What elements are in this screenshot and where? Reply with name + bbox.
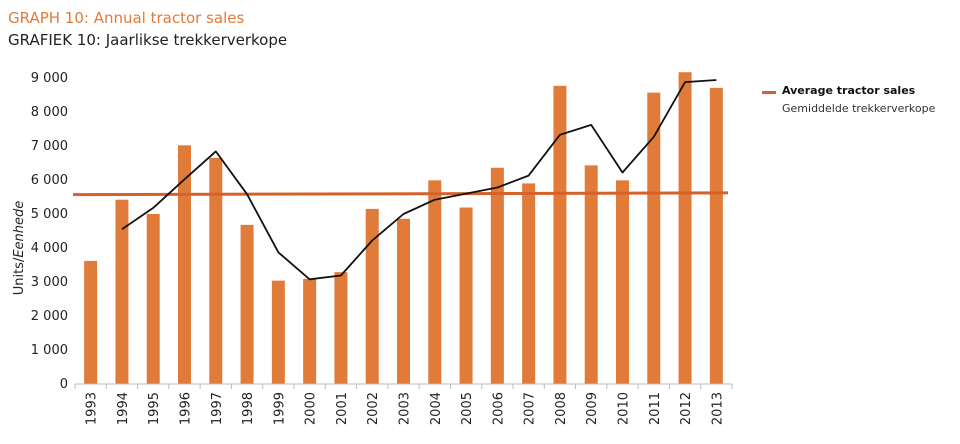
bar-1994 bbox=[115, 199, 129, 384]
legend-average-title: Average tractor sales bbox=[782, 84, 916, 97]
bars bbox=[84, 72, 723, 385]
x-tick-label: 2005 bbox=[460, 392, 475, 425]
x-tick-label: 2008 bbox=[554, 392, 569, 425]
x-tick-label: 2012 bbox=[679, 392, 694, 425]
x-tick-label: 2002 bbox=[366, 392, 381, 425]
y-axis-label-eenhede: Eenhede bbox=[12, 201, 27, 258]
bar-2009 bbox=[584, 165, 598, 384]
x-tick-label: 2000 bbox=[304, 392, 319, 425]
bar-2010 bbox=[616, 180, 629, 384]
lines bbox=[72, 79, 729, 281]
bar-2013 bbox=[709, 87, 723, 385]
y-tick-label: 7 000 bbox=[31, 139, 68, 154]
y-tick-label: 3 000 bbox=[31, 275, 68, 290]
x-tick-label: 2013 bbox=[710, 392, 725, 425]
legend-average-swatch bbox=[762, 91, 776, 94]
bar-2000 bbox=[303, 278, 317, 384]
y-tick-label: 0 bbox=[60, 377, 68, 392]
y-axis: 0 1 000 2 000 3 000 4 000 5 000 6 000 7 000 8 00… bbox=[31, 71, 68, 392]
bar-2007 bbox=[522, 183, 536, 384]
bar-2004 bbox=[428, 180, 442, 384]
bar-1993 bbox=[84, 260, 98, 384]
bar-1998 bbox=[240, 224, 254, 384]
x-tick-label: 1995 bbox=[147, 392, 162, 425]
x-tick-label: 2009 bbox=[585, 392, 600, 425]
bar-1995 bbox=[146, 214, 160, 384]
y-tick-label: 9 000 bbox=[31, 71, 68, 86]
x-tick-label: 1997 bbox=[210, 392, 225, 425]
bar-2012 bbox=[678, 72, 692, 384]
x-tick-label: 2006 bbox=[491, 392, 506, 425]
x-tick-label: 2004 bbox=[429, 392, 444, 425]
chart-title-english: GRAPH 10: Annual tractor sales bbox=[8, 9, 245, 27]
chart-title-afrikaans: GRAFIEK 10: Jaarlikse trekkerverkope bbox=[8, 31, 288, 49]
trend-line bbox=[121, 79, 717, 281]
bar-2006 bbox=[490, 167, 504, 384]
y-tick-label: 6 000 bbox=[31, 173, 68, 188]
bar-2011 bbox=[647, 92, 661, 385]
y-tick-label: 1 000 bbox=[31, 343, 68, 358]
x-tick-label: 2001 bbox=[335, 392, 350, 425]
bar-1999 bbox=[271, 280, 285, 384]
y-tick-label: 4 000 bbox=[31, 241, 68, 256]
x-axis: 1993 1994 1995 1996 1997 1998 1999 2000 2001 2002… bbox=[74, 383, 733, 425]
bar-1996 bbox=[178, 145, 191, 384]
bar-1997 bbox=[209, 157, 223, 384]
y-tick-label: 5 000 bbox=[31, 207, 68, 222]
y-axis-label-units: Units/ bbox=[12, 257, 27, 295]
y-tick-label: 8 000 bbox=[31, 105, 68, 120]
x-tick-label: 1993 bbox=[85, 392, 100, 425]
bar-2008 bbox=[553, 85, 567, 384]
y-tick-label: 2 000 bbox=[31, 309, 68, 324]
bar-2003 bbox=[397, 218, 410, 384]
x-tick-label: 1998 bbox=[241, 392, 256, 425]
bar-2001 bbox=[334, 272, 348, 384]
bar-2002 bbox=[365, 208, 379, 384]
average-line bbox=[72, 191, 729, 197]
x-tick-label: 2003 bbox=[398, 392, 413, 425]
x-tick-label: 1994 bbox=[116, 392, 131, 425]
y-axis-label: Units/Eenhede bbox=[12, 201, 27, 296]
x-tick-label: 2010 bbox=[617, 392, 632, 425]
x-tick-label: 1999 bbox=[272, 392, 287, 425]
x-tick-label: 1996 bbox=[179, 392, 194, 425]
bar-2005 bbox=[459, 207, 473, 384]
x-tick-label: 2011 bbox=[648, 392, 663, 425]
legend-average-subtitle: Gemiddelde trekkerverkope bbox=[782, 102, 936, 115]
x-tick-label: 2007 bbox=[523, 392, 538, 425]
